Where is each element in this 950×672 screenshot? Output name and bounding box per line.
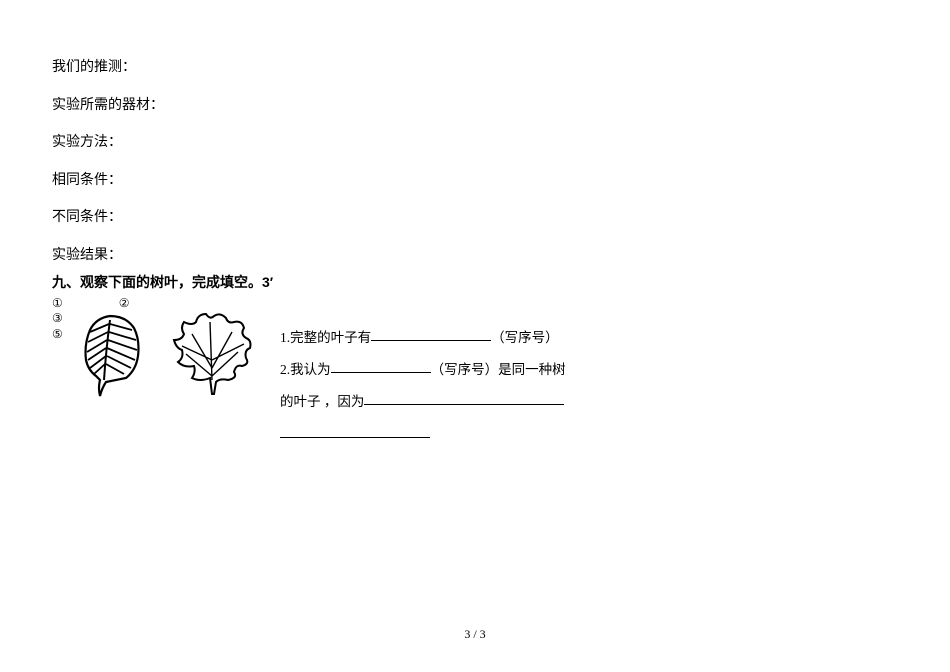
section-9-heading: 九、观察下面的树叶，完成填空。3′ <box>52 272 898 292</box>
same-conditions-line: 相同条件： <box>52 171 898 191</box>
q1-prefix: 1.完整的叶子有 <box>280 330 371 345</box>
circled-2: ② <box>119 296 130 310</box>
right-column: 1.完整的叶子有 （写序号） 2.我认为 （写序号）是同一种树 的叶子 ，因为 <box>280 296 566 452</box>
q2-blank-1[interactable] <box>331 359 431 373</box>
banana-leaf-icon <box>76 310 148 402</box>
question-1: 1.完整的叶子有 （写序号） <box>280 322 566 354</box>
result-line: 实验结果： <box>52 246 898 266</box>
leaf-images <box>52 342 280 462</box>
equipment-line: 实验所需的器材： <box>52 96 898 116</box>
hypothesis-line: 我们的推测： <box>52 58 898 78</box>
q1-blank[interactable] <box>371 327 491 341</box>
q2-prefix: 2.我认为 <box>280 362 331 377</box>
circled-1: ① <box>52 296 63 310</box>
question-2-line2: 的叶子 ，因为 <box>280 386 566 418</box>
left-column: ① ② ③ ⑤ <box>52 296 280 463</box>
question-2-line1: 2.我认为 （写序号）是同一种树 <box>280 354 566 386</box>
q2-blank-2[interactable] <box>364 392 564 406</box>
maple-leaf-icon <box>170 310 258 402</box>
q2-mid: （写序号）是同一种树 <box>431 362 566 377</box>
page-number: 3 / 3 <box>0 627 950 642</box>
q2-line3a: 的叶子 ，因为 <box>280 394 364 409</box>
question-2-line3 <box>280 419 566 451</box>
q2-blank-3[interactable] <box>280 424 430 438</box>
diff-conditions-line: 不同条件： <box>52 208 898 228</box>
question-9-body: ① ② ③ ⑤ 1.完整的叶子有（写序号） 2.我认为（写序号）是 <box>52 296 898 463</box>
method-line: 实验方法： <box>52 133 898 153</box>
q1-suffix: （写序号） <box>491 330 559 345</box>
